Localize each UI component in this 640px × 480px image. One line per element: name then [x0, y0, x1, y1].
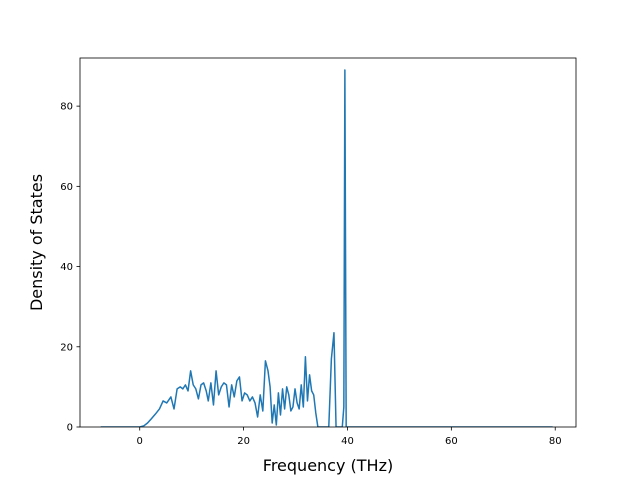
x-tick-label: 0	[137, 436, 143, 447]
axes: 0 20 40 60 80 0 20 40 60 80	[60, 57, 577, 447]
y-tick-label: 60	[60, 182, 73, 193]
y-tick-label: 40	[60, 262, 73, 273]
y-tick-label: 80	[60, 102, 73, 113]
plot-area	[100, 69, 553, 427]
y-tick-label: 20	[60, 342, 73, 353]
x-axis-label: Frequency (THz)	[263, 456, 393, 475]
plot-frame	[79, 57, 577, 428]
x-tick-label: 80	[549, 436, 562, 447]
y-axis-label: Density of States	[27, 174, 46, 311]
series-line-0	[100, 69, 553, 427]
x-tick-label: 20	[237, 436, 250, 447]
y-tick-label: 0	[67, 423, 73, 434]
x-tick-label: 60	[445, 436, 458, 447]
x-tick-label: 40	[341, 436, 354, 447]
